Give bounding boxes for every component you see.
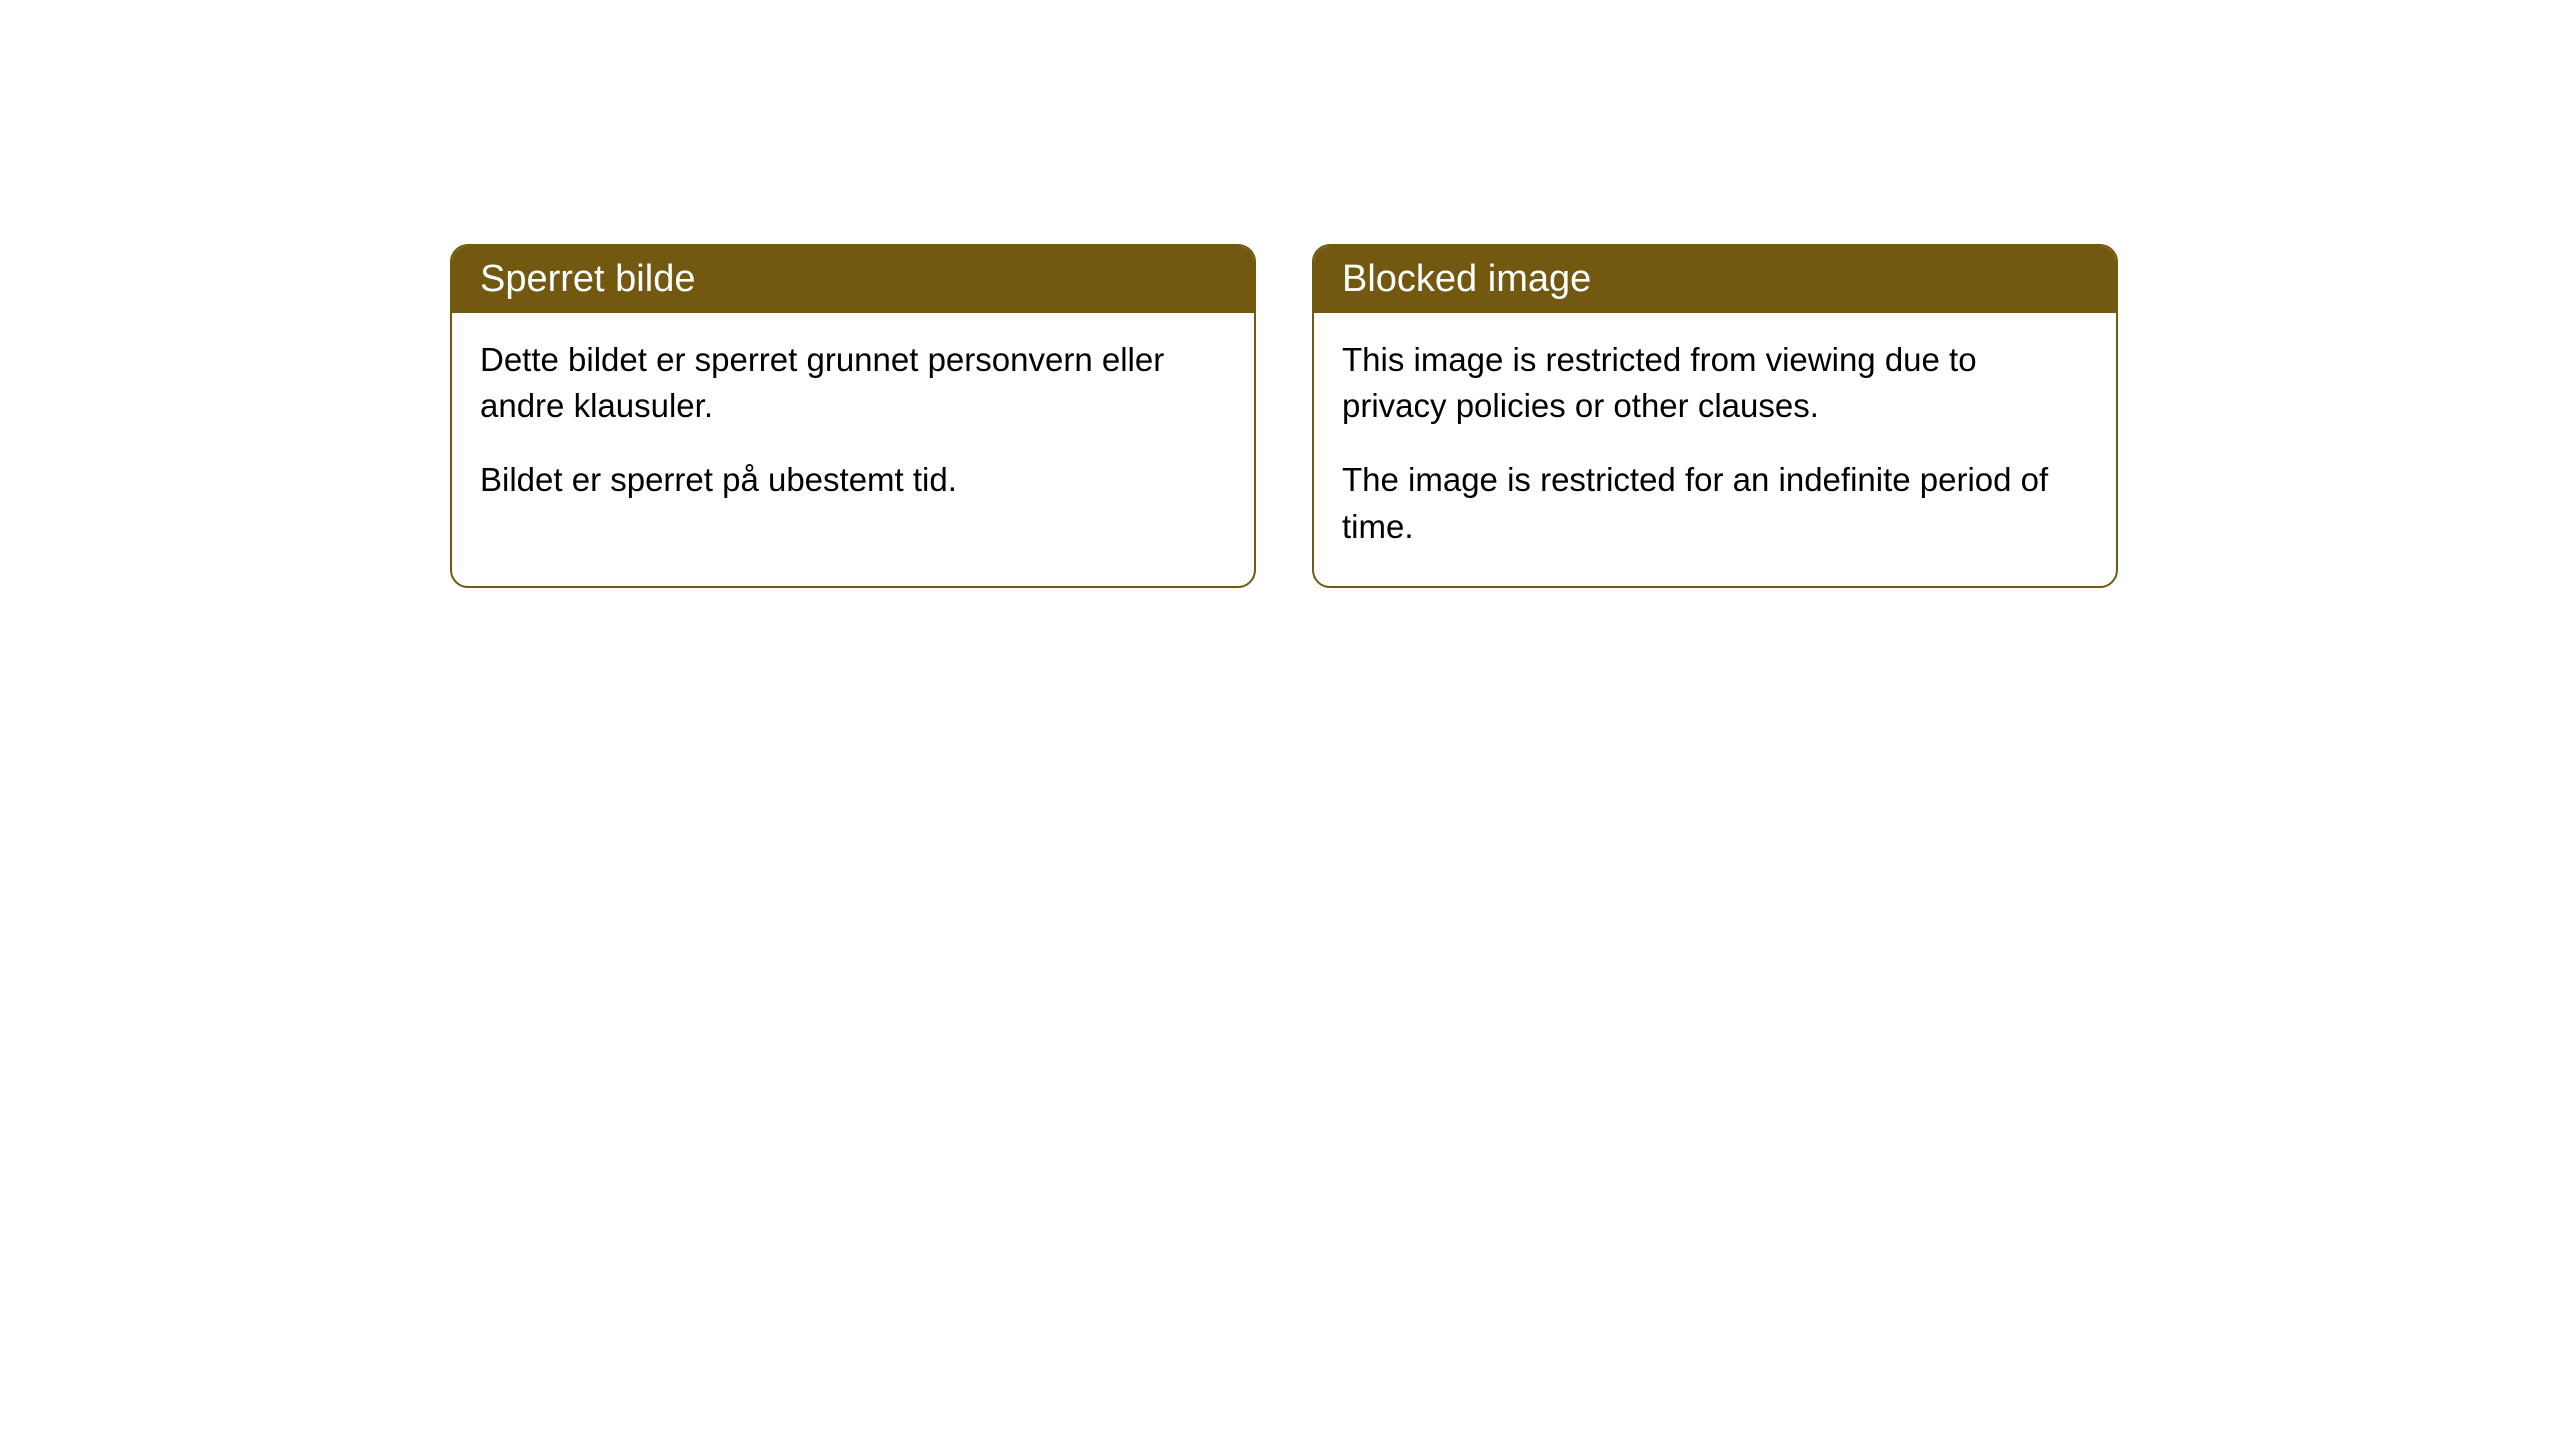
card-body: Dette bildet er sperret grunnet personve…: [452, 313, 1254, 540]
card-header: Sperret bilde: [452, 246, 1254, 313]
card-title: Sperret bilde: [480, 258, 695, 300]
blocked-image-card-english: Blocked image This image is restricted f…: [1312, 244, 2118, 588]
card-paragraph: This image is restricted from viewing du…: [1342, 337, 2088, 429]
card-title: Blocked image: [1342, 258, 1591, 300]
card-paragraph: Bildet er sperret på ubestemt tid.: [480, 457, 1226, 503]
card-paragraph: Dette bildet er sperret grunnet personve…: [480, 337, 1226, 429]
card-paragraph: The image is restricted for an indefinit…: [1342, 457, 2088, 549]
card-body: This image is restricted from viewing du…: [1314, 313, 2116, 586]
card-header: Blocked image: [1314, 246, 2116, 313]
blocked-image-card-norwegian: Sperret bilde Dette bildet er sperret gr…: [450, 244, 1256, 588]
cards-container: Sperret bilde Dette bildet er sperret gr…: [450, 244, 2118, 588]
